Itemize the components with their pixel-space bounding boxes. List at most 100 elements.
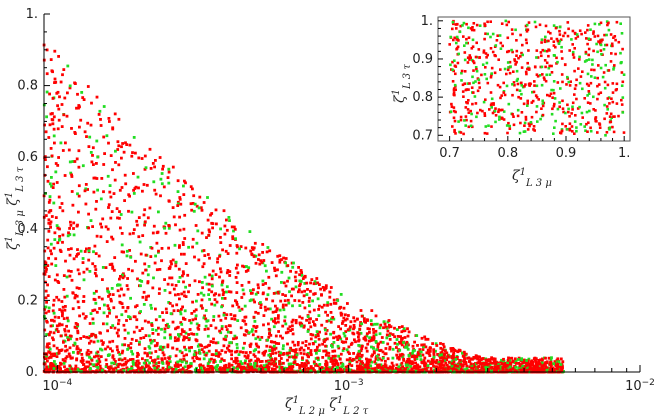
main-point-red (93, 355, 96, 359)
main-point-red (315, 318, 318, 321)
main-point-red (108, 340, 112, 344)
main-point-red (234, 350, 237, 354)
main-point-red (384, 364, 388, 368)
inset-point-red (467, 125, 471, 129)
main-point-red (200, 298, 204, 302)
main-point-red (130, 365, 134, 369)
main-point-red (232, 225, 236, 229)
main-point-red (49, 225, 52, 229)
main-point-red (330, 367, 334, 371)
inset-point-green (484, 125, 488, 128)
main-point-red (112, 192, 116, 195)
main-point-red (68, 253, 72, 257)
main-point-red (364, 338, 368, 342)
main-point-red (191, 237, 195, 241)
main-point-red (344, 330, 348, 333)
inset-point-red (517, 95, 520, 99)
main-point-red (355, 355, 359, 359)
main-point-red (107, 295, 110, 298)
main-point-red (93, 265, 97, 268)
main-point-green (52, 311, 56, 315)
main-point-red (167, 170, 171, 174)
main-point-red (107, 370, 111, 373)
main-point-red (85, 335, 88, 339)
main-point-red (64, 305, 67, 308)
main-point-red (282, 281, 286, 285)
inset-point-red (555, 37, 559, 41)
inset-point-red (497, 110, 500, 114)
main-point-green (168, 360, 172, 364)
main-point-red (559, 365, 563, 368)
main-point-red (339, 367, 343, 371)
main-point-red (302, 324, 306, 328)
main-point-red (83, 250, 87, 253)
main-point-red (344, 318, 347, 322)
inset-point-green (554, 119, 557, 123)
inset-point-red (573, 93, 576, 96)
main-point-red (536, 366, 540, 370)
main-point-green (161, 360, 164, 364)
main-point-red (282, 352, 286, 356)
main-point-red (118, 216, 121, 220)
main-point-red (153, 360, 156, 364)
main-point-red (316, 356, 320, 360)
main-point-red (47, 256, 50, 260)
inset-point-red (570, 125, 574, 128)
main-point-red (57, 281, 61, 284)
main-point-red (346, 364, 350, 368)
main-point-red (321, 342, 324, 346)
inset-point-red (536, 56, 540, 59)
main-point-red (270, 358, 274, 361)
main-point-red (178, 215, 181, 219)
main-point-red (69, 224, 73, 227)
main-point-green (178, 309, 182, 313)
main-point-red (338, 306, 341, 310)
inset-point-red (477, 81, 481, 85)
main-point-red (326, 303, 329, 307)
main-point-red (235, 356, 239, 360)
main-point-red (77, 306, 81, 309)
inset-point-green (541, 99, 544, 103)
main-point-red (161, 318, 165, 322)
main-point-red (114, 360, 117, 363)
main-point-green (96, 188, 99, 192)
main-point-red (334, 302, 338, 305)
main-point-green (219, 331, 223, 335)
main-point-red (143, 167, 147, 171)
inset-point-green (475, 115, 478, 119)
main-point-green (419, 358, 423, 361)
main-point-red (236, 263, 239, 267)
main-point-red (166, 176, 170, 179)
main-point-red (171, 206, 175, 209)
main-point-red (395, 368, 398, 371)
main-point-green (549, 358, 553, 362)
inset-point-red (502, 91, 505, 94)
inset-point-green (506, 61, 510, 64)
main-y-tick-label: 0.2 (17, 293, 38, 308)
inset-point-red (566, 34, 570, 38)
main-point-red (138, 342, 141, 346)
main-point-red (341, 369, 345, 373)
main-point-red (51, 186, 55, 189)
main-point-red (165, 361, 169, 365)
inset-point-red (499, 41, 503, 45)
main-point-red (98, 331, 102, 335)
inset-point-green (567, 80, 571, 84)
main-point-red (149, 167, 153, 170)
main-point-red (57, 351, 61, 355)
main-point-red (95, 95, 99, 99)
inset-point-red (606, 97, 610, 100)
main-point-red (267, 335, 271, 339)
main-point-green (105, 134, 109, 138)
main-point-red (510, 356, 514, 360)
main-point-green (409, 365, 412, 368)
main-point-red (309, 289, 312, 293)
main-point-red (267, 286, 271, 290)
main-point-red (367, 366, 370, 370)
main-point-red (380, 336, 384, 339)
main-point-red (301, 341, 305, 345)
main-point-red (462, 350, 466, 354)
inset-point-red (606, 83, 610, 87)
main-point-red (312, 342, 315, 346)
main-point-red (534, 357, 538, 361)
